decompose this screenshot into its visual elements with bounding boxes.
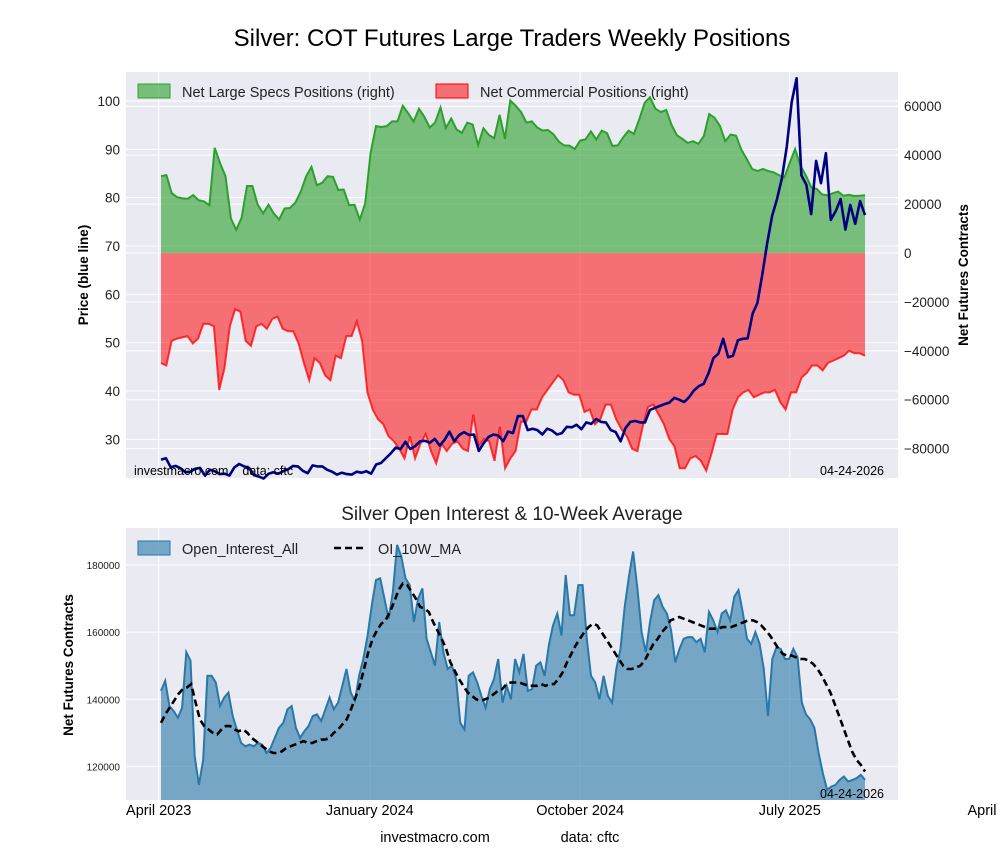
open-interest-area — [161, 544, 865, 800]
price-tick-label: 30 — [105, 432, 120, 447]
price-axis-label: Price (blue line) — [76, 225, 91, 326]
large-specs-line — [160, 95, 866, 233]
commercial-area — [161, 253, 865, 471]
open-interest-line — [160, 544, 866, 792]
legend-label-large-specs: Net Large Specs Positions (right) — [182, 85, 395, 101]
large-specs-area — [161, 97, 865, 253]
legend-swatch-large-specs — [137, 83, 171, 99]
contracts-tick-label: 60000 — [904, 99, 942, 114]
contracts-tick-label: −40000 — [904, 344, 949, 359]
open-interest-tick-label: 160000 — [87, 628, 121, 639]
date-tick-label: October 2024 — [536, 803, 624, 819]
open-interest-date-note: 04-24-2026 — [820, 787, 884, 801]
date-tick-label: April 2023 — [126, 803, 191, 819]
legend-label-open-interest: Open_Interest_All — [182, 542, 298, 558]
positions-ticks: 30 40 50 60 70 80 90 100 −80000 −60000 −40000 −2000… — [97, 94, 949, 457]
legend-label-commercial: Net Commercial Positions (right) — [480, 85, 689, 101]
open-interest-legend: Open_Interest_All OI_10W_MA — [137, 540, 461, 558]
price-tick-label: 60 — [105, 287, 120, 302]
legend-swatch-commercial — [435, 83, 469, 99]
contracts-tick-label: 20000 — [904, 197, 942, 212]
positions-marks — [160, 77, 867, 480]
price-tick-label: 40 — [105, 384, 120, 399]
open-interest-axis-label: Net Futures Contracts — [61, 594, 76, 736]
contracts-tick-label: −60000 — [904, 393, 949, 408]
legend-swatch-open-interest — [137, 540, 171, 556]
positions-chart: 30 40 50 60 70 80 90 100 −80000 −60000 −40000 −2000… — [76, 72, 1000, 480]
footer-source: data: cftc — [561, 830, 620, 846]
contracts-tick-label: 0 — [904, 246, 912, 261]
footer-site: investmacro.com — [380, 830, 490, 846]
price-tick-label: 80 — [105, 191, 120, 206]
contracts-tick-label: −80000 — [904, 442, 949, 457]
price-tick-label: 50 — [105, 336, 120, 351]
contracts-tick-label: 40000 — [904, 148, 942, 163]
figure-title: Silver: COT Futures Large Traders Weekly… — [234, 25, 791, 52]
date-tick-label: July 2025 — [759, 803, 821, 819]
open-interest-tick-label: 140000 — [87, 695, 121, 706]
positions-date-note: 04-24-2026 — [820, 464, 884, 478]
open-interest-ticks: 120000 140000 160000 180000 April 2023 Januar… — [87, 561, 1000, 819]
date-tick-label: April 2026 — [967, 803, 1000, 819]
open-interest-title: Silver Open Interest & 10-Week Average — [341, 504, 682, 525]
price-tick-label: 90 — [105, 142, 120, 157]
date-tick-label: January 2024 — [326, 803, 414, 819]
price-tick-label: 70 — [105, 239, 120, 254]
commercial-line — [160, 307, 866, 474]
positions-source-note: investmacro.com data: cftc — [134, 464, 293, 478]
contracts-tick-label: −20000 — [904, 295, 949, 310]
open-interest-marks — [159, 544, 867, 800]
open-interest-chart: 120000 140000 160000 180000 April 2023 Januar… — [61, 528, 1000, 819]
positions-legend: Net Large Specs Positions (right) Net Co… — [137, 83, 689, 101]
price-line — [160, 77, 867, 480]
open-interest-tick-label: 180000 — [87, 561, 121, 572]
legend-label-moving-average: OI_10W_MA — [378, 542, 461, 558]
moving-average-line — [159, 581, 867, 773]
open-interest-tick-label: 120000 — [87, 762, 121, 773]
price-tick-label: 100 — [97, 94, 120, 109]
contracts-axis-label: Net Futures Contracts — [956, 204, 971, 346]
